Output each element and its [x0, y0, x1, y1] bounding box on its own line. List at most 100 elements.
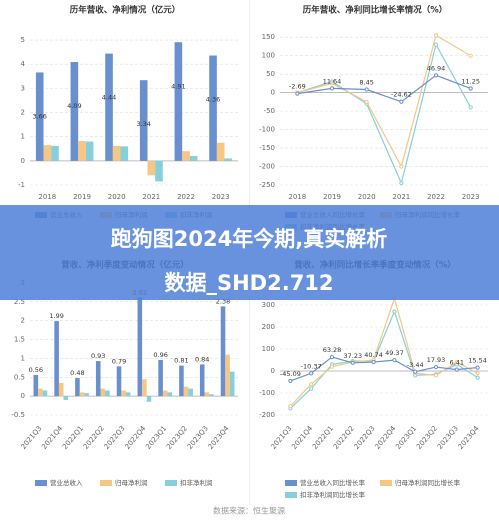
x-tick-label: 2019 [73, 193, 91, 201]
y-tick-label: 4 [21, 60, 26, 68]
banner-bg [0, 205, 499, 300]
bar [155, 160, 163, 182]
bar [146, 396, 152, 402]
bar [182, 151, 190, 161]
point [433, 42, 439, 47]
value-label: 6.41 [450, 359, 464, 367]
value-label: 11.64 [323, 77, 342, 85]
y-tick-label: 300 [262, 301, 275, 309]
point [392, 358, 397, 363]
x-tick-label: 2023 [212, 193, 230, 201]
y-tick-label: -100 [259, 389, 275, 397]
bar [70, 62, 79, 161]
point [309, 382, 314, 387]
y-tick-label: 0 [21, 392, 25, 400]
bar [43, 145, 52, 161]
value-label: 0.79 [112, 357, 126, 365]
line [290, 356, 478, 382]
value-label: 46.94 [427, 64, 446, 72]
value-label: 0.56 [29, 366, 43, 374]
value-label: 11.25 [461, 77, 480, 85]
value-label: 8.45 [359, 79, 373, 87]
y-tick-label: 2.5 [14, 298, 25, 306]
x-tick-label: 2023 [462, 193, 480, 201]
y-tick-label: 1 [21, 133, 25, 141]
bar [225, 354, 230, 397]
legend-swatch [165, 480, 177, 486]
y-tick-label: 1 [21, 354, 25, 362]
bar [137, 297, 143, 397]
x-tick-label: 2022 [177, 193, 195, 201]
value-label: -10.37 [301, 362, 322, 370]
line [297, 42, 472, 186]
point [288, 378, 293, 384]
bar [78, 141, 86, 161]
bar [112, 145, 121, 161]
y-tick-label: -0.5 [11, 411, 25, 419]
y-tick-label: 0 [21, 157, 25, 165]
point [288, 404, 293, 409]
value-label: 17.93 [427, 356, 446, 364]
value-label: 15.54 [468, 357, 487, 365]
x-tick-label: 2019 [323, 193, 341, 201]
value-label: -3.44 [407, 361, 424, 369]
bar [42, 390, 48, 397]
bar [216, 142, 225, 161]
value-label: 63.28 [323, 346, 342, 354]
point [371, 359, 376, 365]
line [297, 34, 471, 169]
x-tick-label: 2021 [142, 193, 160, 201]
banner-text: 跑狗图2024年今期,真实解析 [111, 227, 387, 251]
value-label: 2.38 [216, 297, 230, 305]
bar [95, 361, 101, 397]
bar [139, 80, 148, 161]
bar [33, 375, 39, 397]
value-label: 0.96 [153, 351, 167, 359]
legend-swatch [35, 480, 47, 486]
value-label: 37.23 [343, 352, 362, 360]
line [297, 74, 471, 103]
bar [142, 379, 147, 397]
bar [220, 306, 226, 397]
bar [121, 390, 126, 397]
value-label: 40.74 [364, 351, 383, 359]
bar [147, 160, 156, 176]
bar [116, 366, 122, 397]
x-tick-label: 2020 [358, 193, 376, 201]
value-label: 4.91 [171, 82, 185, 90]
bar [229, 371, 235, 397]
value-label: 49.37 [385, 349, 404, 357]
legend-label: 归母净利润同比增长率 [395, 478, 461, 487]
bar [174, 42, 183, 161]
bar [105, 53, 113, 161]
value-label: 4.09 [67, 102, 81, 110]
point [413, 369, 418, 374]
x-tick-label: 2021 [392, 193, 410, 201]
y-tick-label: 0 [271, 89, 275, 97]
point [399, 164, 404, 169]
bar [188, 388, 193, 397]
bar [35, 72, 44, 161]
bar [209, 394, 214, 397]
value-label: 0.48 [70, 369, 84, 377]
bar [204, 392, 210, 397]
x-tick-label: 2018 [288, 193, 306, 201]
point [392, 309, 397, 314]
value-label: 3.66 [32, 112, 46, 120]
point [329, 86, 335, 91]
bar [85, 141, 94, 161]
point [329, 81, 335, 86]
y-tick-label: 50 [266, 70, 275, 78]
bar [75, 378, 80, 397]
bar [179, 365, 184, 397]
value-label: -24.62 [391, 91, 412, 99]
chart-title: 历年营收、净利情况（亿元） [70, 5, 181, 16]
y-tick-label: -50 [264, 107, 275, 115]
bar [79, 392, 85, 397]
bar [105, 390, 110, 397]
bar [54, 321, 59, 397]
point [329, 364, 335, 369]
value-label: 0.93 [91, 352, 105, 360]
legend-label: 营业总收入同比增长率 [300, 478, 366, 487]
y-tick-label: 3 [21, 84, 25, 92]
